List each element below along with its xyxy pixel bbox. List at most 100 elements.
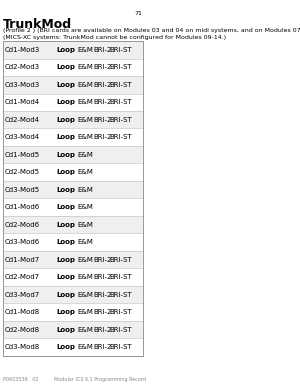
Text: Loop: Loop	[57, 117, 76, 123]
Text: Cd3-Mod6: Cd3-Mod6	[4, 239, 40, 245]
Text: E&M: E&M	[77, 344, 93, 350]
Text: Loop: Loop	[57, 99, 76, 105]
Text: BRI-2: BRI-2	[93, 82, 112, 88]
Text: E&M: E&M	[77, 256, 93, 263]
Text: Cd2-Mod7: Cd2-Mod7	[4, 274, 39, 280]
Bar	[3, 251, 143, 268]
Text: E&M: E&M	[77, 309, 93, 315]
Text: BRI-ST: BRI-ST	[109, 99, 132, 105]
Text: BRI-2: BRI-2	[93, 47, 112, 53]
Text: E&M: E&M	[77, 47, 93, 53]
Text: BRI-2: BRI-2	[93, 256, 112, 263]
Text: BRI-2: BRI-2	[93, 344, 112, 350]
Text: BRI-2: BRI-2	[93, 134, 112, 140]
Text: E&M: E&M	[77, 64, 93, 70]
Text: Cd3-Mod5: Cd3-Mod5	[4, 187, 39, 193]
Text: BRI-ST: BRI-ST	[109, 47, 132, 53]
Text: Loop: Loop	[57, 152, 76, 158]
Text: Loop: Loop	[57, 64, 76, 70]
Text: P0603536   02: P0603536 02	[3, 377, 38, 382]
Text: E&M: E&M	[77, 222, 93, 228]
Text: Cd2-Mod6: Cd2-Mod6	[4, 222, 39, 228]
Bar	[3, 181, 143, 198]
Text: BRI-ST: BRI-ST	[109, 344, 132, 350]
Bar	[3, 268, 143, 286]
Text: BRI-2: BRI-2	[93, 64, 112, 70]
Text: Loop: Loop	[57, 256, 76, 263]
Text: Loop: Loop	[57, 344, 76, 350]
Bar	[3, 128, 143, 146]
Text: BRI-2: BRI-2	[93, 99, 112, 105]
Text: BRI-ST: BRI-ST	[109, 309, 132, 315]
Text: BRI-2: BRI-2	[93, 309, 112, 315]
Bar	[3, 303, 143, 321]
Text: E&M: E&M	[77, 204, 93, 210]
Text: Cd3-Mod4: Cd3-Mod4	[4, 134, 39, 140]
Bar	[3, 216, 143, 234]
Text: Cd1-Mod4: Cd1-Mod4	[4, 99, 39, 105]
Text: E&M: E&M	[77, 134, 93, 140]
Text: Loop: Loop	[57, 204, 76, 210]
Bar	[3, 59, 143, 76]
Bar	[3, 76, 143, 94]
Text: Loop: Loop	[57, 82, 76, 88]
Text: Cd1-Mod5: Cd1-Mod5	[4, 152, 39, 158]
Text: Loop: Loop	[57, 239, 76, 245]
Text: BRI-ST: BRI-ST	[109, 82, 132, 88]
Bar	[3, 198, 143, 216]
Text: Cd3-Mod3: Cd3-Mod3	[4, 82, 40, 88]
Bar	[3, 41, 143, 356]
Text: Loop: Loop	[57, 187, 76, 193]
Bar	[3, 163, 143, 181]
Text: E&M: E&M	[77, 292, 93, 298]
Text: BRI-2: BRI-2	[93, 327, 112, 333]
Text: BRI-2: BRI-2	[93, 292, 112, 298]
Text: BRI-ST: BRI-ST	[109, 292, 132, 298]
Bar	[3, 111, 143, 128]
Text: E&M: E&M	[77, 327, 93, 333]
Text: Loop: Loop	[57, 47, 76, 53]
Text: TrunkMod: TrunkMod	[3, 18, 72, 31]
Bar	[3, 41, 143, 59]
Bar	[3, 321, 143, 338]
Text: E&M: E&M	[77, 82, 93, 88]
Text: Cd2-Mod3: Cd2-Mod3	[4, 64, 39, 70]
Bar	[3, 338, 143, 356]
Text: BRI-ST: BRI-ST	[109, 117, 132, 123]
Text: E&M: E&M	[77, 239, 93, 245]
Text: E&M: E&M	[77, 274, 93, 280]
Text: BRI-2: BRI-2	[93, 117, 112, 123]
Text: Cd1-Mod8: Cd1-Mod8	[4, 309, 40, 315]
Text: Cd3-Mod8: Cd3-Mod8	[4, 344, 40, 350]
Text: Cd1-Mod3: Cd1-Mod3	[4, 47, 40, 53]
Bar	[3, 234, 143, 251]
Text: Loop: Loop	[57, 292, 76, 298]
Text: E&M: E&M	[77, 169, 93, 175]
Text: 71: 71	[135, 11, 143, 16]
Text: Cd1-Mod7: Cd1-Mod7	[4, 256, 40, 263]
Text: BRI-ST: BRI-ST	[109, 256, 132, 263]
Text: BRI-ST: BRI-ST	[109, 134, 132, 140]
Text: E&M: E&M	[77, 187, 93, 193]
Text: E&M: E&M	[77, 117, 93, 123]
Text: E&M: E&M	[77, 99, 93, 105]
Text: Loop: Loop	[57, 169, 76, 175]
Text: BRI-2: BRI-2	[93, 274, 112, 280]
Bar	[3, 94, 143, 111]
Text: Cd2-Mod5: Cd2-Mod5	[4, 169, 39, 175]
Text: Loop: Loop	[57, 222, 76, 228]
Text: BRI-ST: BRI-ST	[109, 64, 132, 70]
Text: Cd2-Mod4: Cd2-Mod4	[4, 117, 39, 123]
Text: BRI-ST: BRI-ST	[109, 274, 132, 280]
Text: Loop: Loop	[57, 134, 76, 140]
Text: Cd1-Mod6: Cd1-Mod6	[4, 204, 40, 210]
Text: Loop: Loop	[57, 327, 76, 333]
Text: Loop: Loop	[57, 309, 76, 315]
Bar	[3, 286, 143, 303]
Text: (MICS-XC systems: TrunkMod cannot be configured for Modules 09-14.): (MICS-XC systems: TrunkMod cannot be con…	[3, 35, 226, 40]
Text: E&M: E&M	[77, 152, 93, 158]
Text: (Profile 2 ) (BRI cards are available on Modules 03 and 04 on midi systems, and : (Profile 2 ) (BRI cards are available on…	[3, 28, 300, 33]
Text: Cd3-Mod7: Cd3-Mod7	[4, 292, 40, 298]
Bar	[3, 146, 143, 163]
Text: BRI-ST: BRI-ST	[109, 327, 132, 333]
